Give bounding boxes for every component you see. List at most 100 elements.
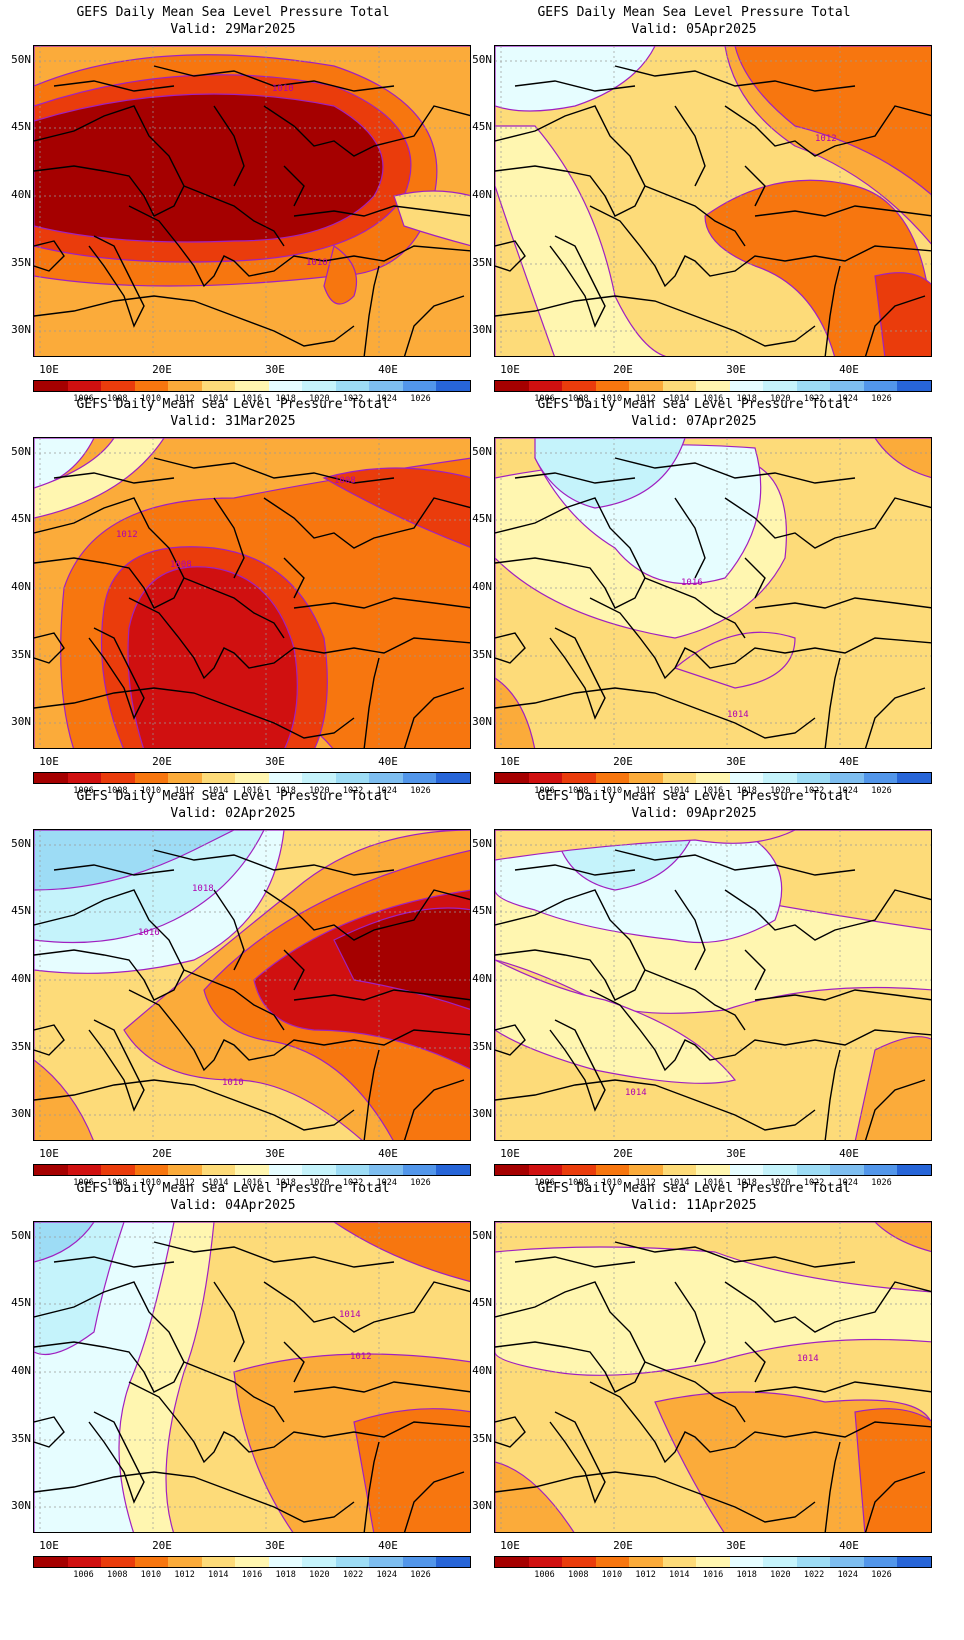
- coastline: [34, 889, 185, 1001]
- coastline: [549, 1019, 606, 1112]
- colorbar-label: 1010: [140, 1178, 162, 1188]
- colorbar-label: 1012: [635, 394, 656, 404]
- coastline: [724, 105, 931, 157]
- coastline: [34, 1416, 65, 1448]
- panel-title: GEFS Daily Mean Sea Level Pressure Total: [76, 5, 390, 20]
- longitude-label: 10E: [39, 755, 59, 768]
- colorbar-swatch: [67, 1557, 102, 1567]
- coastline: [363, 1049, 380, 1140]
- colorbar-label: 1016: [241, 1570, 263, 1580]
- colorbar-swatch: [595, 1165, 630, 1175]
- latitude-label: 40N: [472, 580, 492, 593]
- colorbar-swatch: [696, 1557, 730, 1567]
- coastline: [88, 1019, 145, 1112]
- pressure-band: [704, 179, 931, 356]
- colorbar-label: 1006: [534, 394, 555, 404]
- coastline: [153, 457, 395, 484]
- coastline: [88, 1411, 145, 1504]
- colorbar-swatch: [67, 773, 102, 783]
- coastline: [34, 105, 185, 217]
- longitude-label: 20E: [152, 755, 172, 768]
- panel-valid-date: Valid: 09Apr2025: [631, 806, 757, 821]
- colorbar-label: 1024: [376, 394, 398, 404]
- colorbar-swatch: [335, 1165, 370, 1175]
- coastline: [724, 889, 931, 941]
- coastline: [514, 1256, 636, 1268]
- coastline: [53, 1256, 175, 1268]
- latitude-label: 45N: [472, 904, 492, 917]
- colorbar-label: 1018: [275, 394, 296, 404]
- colorbar-label: 1008: [567, 786, 589, 796]
- colorbar-label: 1020: [309, 1178, 330, 1188]
- latitude-label: 30N: [472, 1107, 492, 1120]
- colorbar-label: 1008: [106, 1178, 128, 1188]
- colorbar-label: 1022: [803, 786, 825, 796]
- colorbar-swatch: [495, 381, 529, 391]
- colorbar-swatch: [369, 1557, 403, 1567]
- panel-title: GEFS Daily Mean Sea Level Pressure Total: [537, 789, 851, 804]
- coastline: [34, 240, 65, 272]
- longitude-label: 20E: [613, 755, 633, 768]
- coastline: [363, 1441, 380, 1532]
- colorbar-swatch: [562, 381, 596, 391]
- colorbar-swatch: [101, 1165, 135, 1175]
- longitude-label: 10E: [500, 1147, 520, 1160]
- panel-valid-date: Valid: 31Mar2025: [170, 414, 296, 429]
- coastline: [754, 597, 931, 609]
- coastline: [754, 989, 931, 1001]
- colorbar-label: 1018: [736, 1178, 757, 1188]
- contour-label: 1014: [625, 1088, 647, 1098]
- coastline: [495, 1024, 526, 1056]
- colorbar-label: 1014: [208, 1178, 229, 1188]
- latitude-label: 50N: [11, 445, 31, 458]
- colorbar-label: 1016: [241, 1178, 263, 1188]
- pressure-band: [495, 125, 667, 356]
- colorbar-swatch: [595, 381, 630, 391]
- colorbar-swatch: [201, 381, 236, 391]
- coastline: [614, 65, 856, 92]
- colorbar-swatch: [101, 381, 135, 391]
- colorbar-swatch: [629, 1165, 663, 1175]
- latitude-label: 50N: [11, 1229, 31, 1242]
- coastline: [213, 497, 245, 579]
- colorbar-label: 1020: [309, 1570, 330, 1580]
- coastline: [283, 949, 305, 991]
- colorbar-label: 1026: [410, 1178, 431, 1188]
- longitude-label: 30E: [726, 363, 746, 376]
- colorbar-swatch: [830, 1557, 864, 1567]
- coastline: [263, 105, 470, 157]
- colorbar-label: 1018: [275, 1570, 296, 1580]
- colorbar-swatch: [796, 1165, 831, 1175]
- coastline: [724, 1281, 931, 1333]
- coastline: [644, 577, 746, 639]
- colorbar-label: 1008: [106, 394, 128, 404]
- longitude-label: 40E: [378, 1147, 398, 1160]
- latitude-label: 40N: [472, 1364, 492, 1377]
- colorbar-label: 1020: [309, 786, 330, 796]
- coastline: [293, 597, 470, 609]
- pressure-band: [495, 830, 796, 861]
- colorbar-label: 1014: [669, 394, 690, 404]
- colorbar-label: 1022: [803, 1570, 825, 1580]
- colorbar-label: 1006: [534, 1570, 555, 1580]
- panel-valid-date: Valid: 29Mar2025: [170, 22, 296, 37]
- panel-valid-date: Valid: 02Apr2025: [170, 806, 296, 821]
- coastline: [674, 105, 706, 187]
- coastline: [34, 1471, 355, 1523]
- coastline: [263, 497, 470, 549]
- latitude-label: 45N: [472, 1296, 492, 1309]
- longitude-label: 30E: [265, 1147, 285, 1160]
- colorbar-swatch: [495, 1165, 529, 1175]
- coastline: [183, 577, 285, 639]
- colorbar-label: 1014: [669, 786, 690, 796]
- colorbar-swatch: [897, 381, 931, 391]
- latitude-label: 35N: [11, 1040, 31, 1053]
- coastline: [34, 632, 65, 664]
- colorbar-swatch: [729, 381, 764, 391]
- colorbar-label: 1010: [140, 786, 162, 796]
- latitude-label: 35N: [11, 1432, 31, 1445]
- colorbar-swatch: [268, 1557, 303, 1567]
- latitude-label: 50N: [11, 837, 31, 850]
- colorbar-swatch: [595, 1557, 630, 1567]
- latitude-label: 35N: [11, 648, 31, 661]
